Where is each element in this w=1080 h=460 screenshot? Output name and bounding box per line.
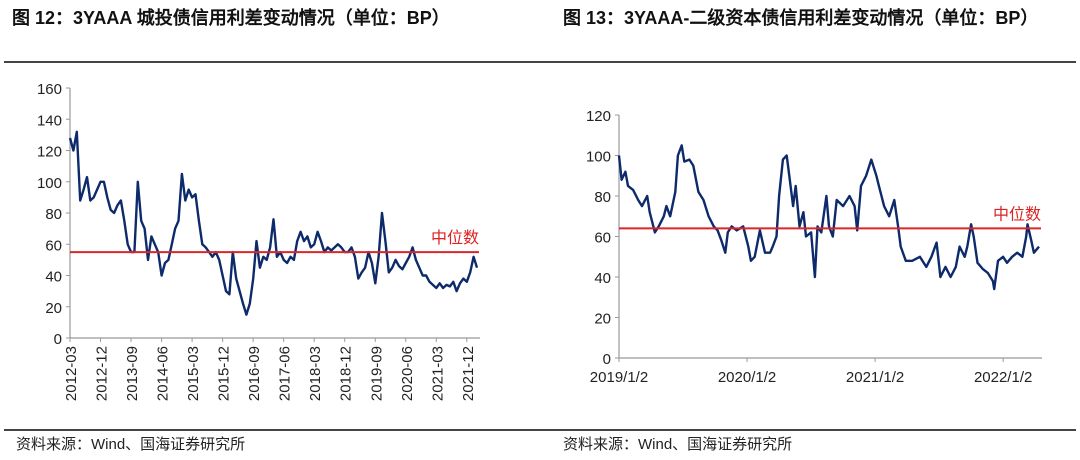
left-x-tick-label: 2021-03	[429, 346, 446, 401]
left-y-tick-label: 60	[45, 237, 62, 254]
left-x-tick-label: 2016-09	[246, 346, 263, 401]
left-chart: 0 20 40 60 80 100 120 140 160 2012-03 2012-12 2013-…	[37, 81, 480, 401]
right-y-tick-label: 40	[594, 270, 611, 287]
right-y-tick-label: 80	[594, 189, 611, 206]
left-median-label: 中位数	[431, 229, 479, 247]
header-divider	[4, 61, 1076, 63]
right-series-line	[617, 144, 1040, 291]
left-y-tick-label: 100	[37, 175, 62, 192]
left-source-note: 资料来源：Wind、国海证券研究所	[16, 436, 246, 453]
right-median-label: 中位数	[993, 205, 1041, 223]
left-chart-title: 图 12：3YAAA 城投债信用利差变动情况（单位：BP）	[12, 8, 450, 28]
right-y-tick-label: 100	[586, 149, 611, 166]
left-series-line	[68, 130, 479, 316]
right-y-tick-label: 20	[594, 311, 611, 328]
right-y-tick-label: 120	[586, 108, 611, 125]
footer-divider	[4, 429, 1076, 431]
left-x-tick-label: 2015-12	[216, 346, 233, 401]
right-x-tick-label: 2019/1/2	[590, 369, 648, 386]
right-chart: 0 20 40 60 80 100 120 2019/1/2 2020/1/2 2021/1/2 2…	[586, 108, 1042, 386]
left-y-tick-label: 80	[45, 206, 62, 223]
left-y-tick-label: 0	[54, 331, 62, 348]
right-x-tick-label: 2021/1/2	[846, 369, 904, 386]
right-x-tick-label: 2022/1/2	[974, 369, 1032, 386]
right-chart-title: 图 13：3YAAA-二级资本债信用利差变动情况（单位：BP）	[563, 8, 1039, 28]
left-y-tick-label: 120	[37, 144, 62, 161]
right-x-tick-label: 2020/1/2	[718, 369, 776, 386]
left-x-tick-label: 2012-12	[94, 346, 111, 401]
left-x-tick-label: 2020-06	[399, 346, 416, 401]
left-x-tick-label: 2018-03	[307, 346, 324, 401]
left-x-tick-label: 2019-09	[368, 346, 385, 401]
left-x-tick-label: 2015-03	[185, 346, 202, 401]
left-y-tick-label: 40	[45, 269, 62, 286]
left-x-tick-label: 2017-06	[277, 346, 294, 401]
right-y-tick-label: 60	[594, 230, 611, 247]
left-y-tick-label: 140	[37, 112, 62, 129]
left-x-tick-label: 2014-06	[155, 346, 172, 401]
right-source-note: 资料来源：Wind、国海证券研究所	[563, 436, 793, 453]
left-x-tick-label: 2018-12	[338, 346, 355, 401]
left-x-tick-label: 2021-12	[460, 346, 477, 401]
left-y-tick-label: 20	[45, 300, 62, 317]
right-y-tick-label: 0	[603, 351, 611, 368]
left-x-tick-label: 2012-03	[63, 346, 80, 401]
left-x-tick-label: 2013-09	[124, 346, 141, 401]
left-y-tick-label: 160	[37, 81, 62, 98]
